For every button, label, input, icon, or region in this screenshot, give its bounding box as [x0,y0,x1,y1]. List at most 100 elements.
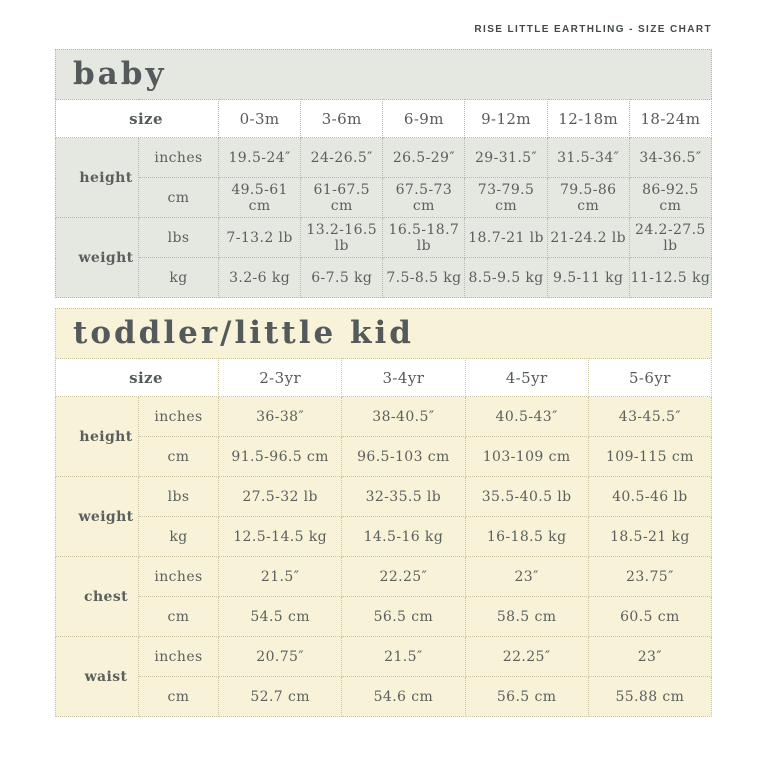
unit-label: kg [138,257,219,298]
measurement-value-cell: 9.5-11 kg [546,257,630,298]
measurement-value-cell: 22.25″ [341,556,466,597]
measurement-value-cell: 55.88 cm [587,676,713,717]
measurement-value-cell: 91.5-96.5 cm [217,436,343,477]
page-header: RISE LITTLE EARTHLING - SIZE CHART [55,24,712,35]
measurement-value-cell: 54.5 cm [217,596,343,637]
size-column-header: 18-24m [628,99,713,138]
measurement-value-cell: 40.5-46 lb [587,476,713,517]
measurement-row: weight lbs 27.5-32 lb 32-35.5 lb 35.5-40.5 l… [55,476,713,557]
measurement-value-cell: 21.5″ [341,636,466,677]
brand-size-chart-title: RISE LITTLE EARTHLING - SIZE CHART [474,24,712,35]
measurement-value-cell: 52.7 cm [217,676,343,717]
measurement-value-cell: 54.6 cm [341,676,466,717]
measurement-value-cell: 8.5-9.5 kg [464,257,548,298]
measurement-value-cell: 43-45.5″ [587,396,713,437]
measurement-value-cell: 67.5-73 cm [382,177,466,218]
size-column-header: 3-6m [300,99,384,138]
unit-label: kg [138,516,219,557]
unit-label: lbs [138,476,219,517]
size-chart-page: RISE LITTLE EARTHLING - SIZE CHART baby … [55,24,713,717]
measurement-value-cell: 109-115 cm [587,436,713,477]
measurement-value-cell: 24-26.5″ [300,137,384,178]
unit-label: cm [138,177,219,218]
measurement-value-cell: 58.5 cm [464,596,589,637]
unit-label: lbs [138,217,219,258]
measurement-label: weight [55,217,139,298]
measurement-label: weight [55,476,139,557]
measurement-value-cell: 7-13.2 lb [217,217,302,258]
unit-label: inches [138,396,219,437]
measurement-value-cell: 21-24.2 lb [546,217,630,258]
measurement-value-cell: 61-67.5 cm [300,177,384,218]
measurement-value-cell: 18.7-21 lb [464,217,548,258]
measurement-value-cell: 16.5-18.7 lb [382,217,466,258]
measurement-value-cell: 56.5 cm [341,596,466,637]
measurement-label: height [55,396,139,477]
measurement-value-cell: 11-12.5 kg [628,257,713,298]
measurement-value-cell: 26.5-29″ [382,137,466,178]
measurement-value-cell: 103-109 cm [464,436,589,477]
toddler-size-table: size 2-3yr 3-4yr 4-5yr 5-6yr height inches 36-3… [55,358,713,717]
section-title: baby [73,56,167,92]
measurement-row: chest inches 21.5″ 22.25″ 23″ 23.75″ [55,556,713,637]
measurement-value-cell: 13.2-16.5 lb [300,217,384,258]
measurement-value-cell: 23″ [587,636,713,677]
measurement-row: cm 91.5-96.5 cm 96.5-103 cm 103-109 cm 109-1… [56,436,713,477]
measurement-value-cell: 19.5-24″ [217,137,302,178]
measurement-value-cell: 40.5-43″ [464,396,589,437]
unit-label: cm [138,436,219,477]
measurement-row: waist inches 20.75″ 21.5″ 22.25″ 23″ [55,636,713,717]
measurement-value-cell: 23″ [464,556,589,597]
section-toddler-little-kid: toddler/little kid size 2-3yr 3-4yr 4-5yr 5-… [55,308,713,717]
measurement-value-cell: 60.5 cm [587,596,713,637]
measurement-row: height inches 19.5-24″ 24-26.5″ 26.5-29″ 29-3… [55,137,713,218]
measurement-row: cm 54.5 cm 56.5 cm 58.5 cm 60.5 cm [56,596,713,637]
measurement-row: height inches 36-38″ 38-40.5″ 40.5-43″ 43-45.… [55,396,713,477]
unit-label: cm [138,596,219,637]
measurement-value-cell: 34-36.5″ [628,137,713,178]
measurement-value-cell: 14.5-16 kg [341,516,466,557]
size-label: size [55,358,219,397]
measurement-value-cell: 35.5-40.5 lb [464,476,589,517]
unit-label: cm [138,676,219,717]
size-header-row: size 2-3yr 3-4yr 4-5yr 5-6yr [55,358,713,397]
size-column-header: 2-3yr [217,358,343,397]
section-title-banner: toddler/little kid [55,308,712,358]
size-column-header: 0-3m [217,99,302,138]
measurement-value-cell: 22.25″ [464,636,589,677]
measurement-value-cell: 86-92.5 cm [628,177,713,218]
size-column-header: 4-5yr [464,358,589,397]
unit-label: inches [138,556,219,597]
size-column-header: 12-18m [546,99,630,138]
measurement-value-cell: 16-18.5 kg [464,516,589,557]
measurement-value-cell: 20.75″ [217,636,343,677]
size-column-header: 3-4yr [341,358,466,397]
measurement-value-cell: 36-38″ [217,396,343,437]
section-baby: baby size 0-3m 3-6m 6-9m 9-12m 12-18m 18-24m he… [55,49,713,298]
size-header-row: size 0-3m 3-6m 6-9m 9-12m 12-18m 18-24m [55,99,713,138]
unit-label: inches [138,137,219,178]
measurement-value-cell: 73-79.5 cm [464,177,548,218]
measurement-value-cell: 56.5 cm [464,676,589,717]
measurement-label: chest [55,556,139,637]
size-column-header: 6-9m [382,99,466,138]
measurement-label: waist [55,636,139,717]
measurement-value-cell: 7.5-8.5 kg [382,257,466,298]
size-label: size [55,99,219,138]
section-title-banner: baby [55,49,712,99]
measurement-value-cell: 12.5-14.5 kg [217,516,343,557]
size-column-header: 5-6yr [587,358,713,397]
measurement-value-cell: 49.5-61 cm [217,177,302,218]
measurement-value-cell: 21.5″ [217,556,343,597]
baby-size-table: size 0-3m 3-6m 6-9m 9-12m 12-18m 18-24m height i… [55,99,713,298]
measurement-value-cell: 38-40.5″ [341,396,466,437]
measurement-value-cell: 6-7.5 kg [300,257,384,298]
measurement-row: cm 52.7 cm 54.6 cm 56.5 cm 55.88 cm [56,676,713,717]
measurement-value-cell: 3.2-6 kg [217,257,302,298]
measurement-value-cell: 24.2-27.5 lb [628,217,713,258]
measurement-value-cell: 27.5-32 lb [217,476,343,517]
measurement-value-cell: 23.75″ [587,556,713,597]
unit-label: inches [138,636,219,677]
measurement-row: kg 3.2-6 kg 6-7.5 kg 7.5-8.5 kg 8.5-9.5 kg 9.… [56,257,713,298]
measurement-value-cell: 79.5-86 cm [546,177,630,218]
